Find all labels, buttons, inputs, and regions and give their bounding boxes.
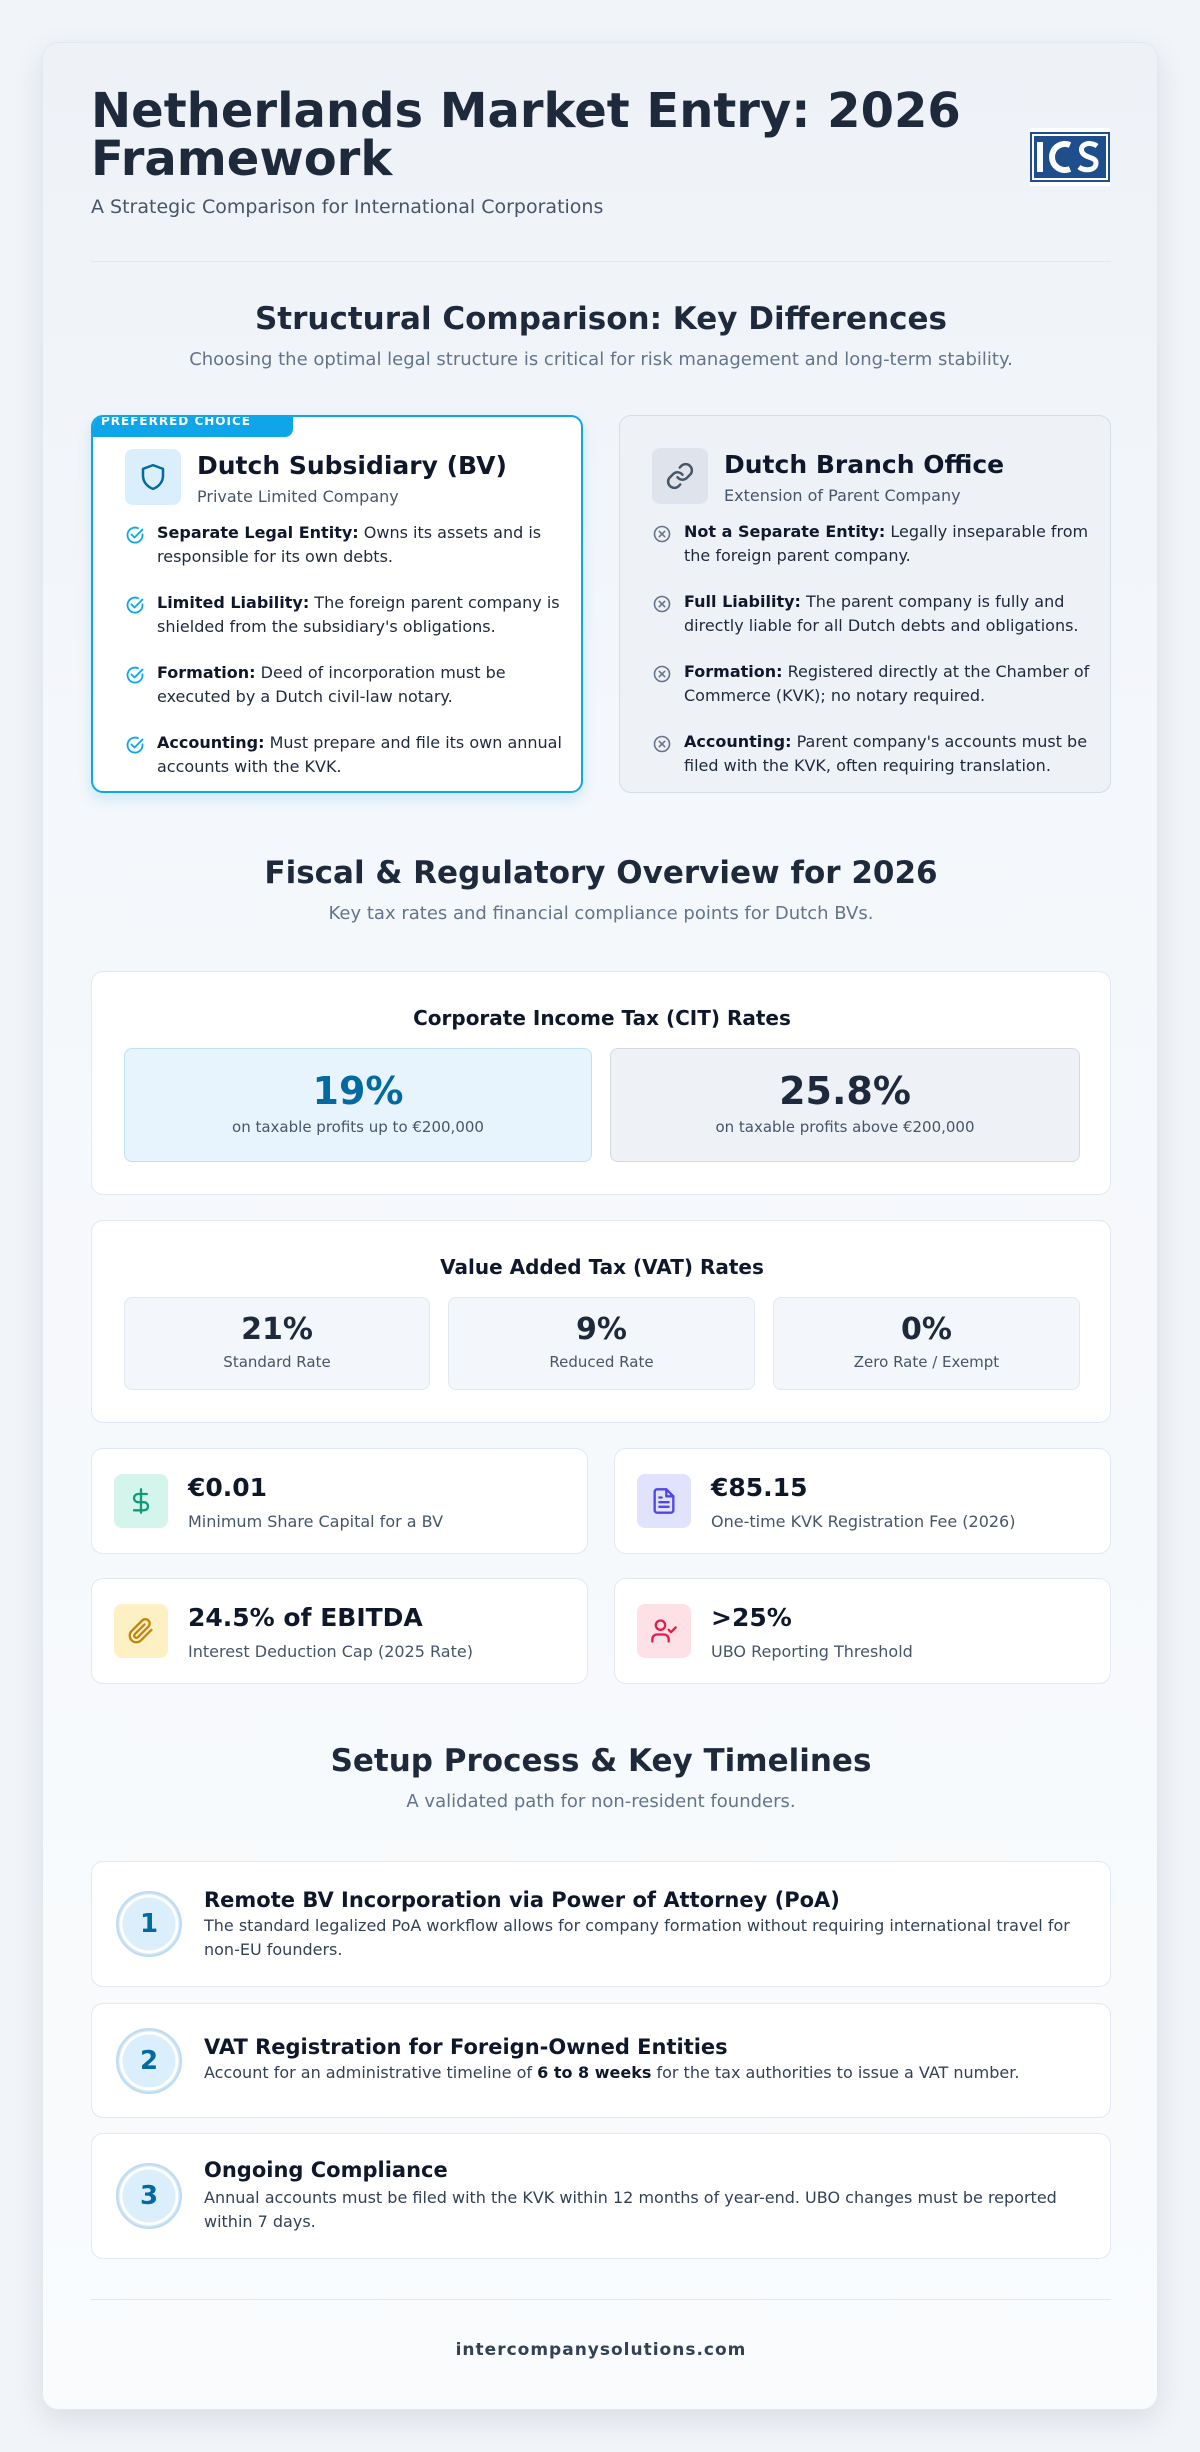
preferred-choice-badge: PREFERRED CHOICE [93, 417, 293, 437]
header-divider [91, 261, 1111, 262]
stat-value: €0.01 [188, 1473, 268, 1502]
document-icon [637, 1474, 691, 1528]
infographic-page: Netherlands Market Entry: 2026 Framework… [42, 42, 1158, 2410]
step-description: Account for an administrative timeline o… [204, 2063, 1020, 2082]
branch-subtitle: Extension of Parent Company [724, 486, 961, 505]
list-item: Formation: Registered directly at the Ch… [652, 660, 1092, 708]
check-circle-icon [126, 596, 144, 614]
step-card-1: 1 Remote BV Incorporation via Power of A… [91, 1861, 1111, 1987]
subsidiary-title: Dutch Subsidiary (BV) [197, 451, 507, 480]
list-item: Limited Liability: The foreign parent co… [125, 591, 565, 639]
structural-subtitle: Choosing the optimal legal structure is … [189, 349, 1013, 370]
paperclip-icon [114, 1604, 168, 1658]
branch-features: Not a Separate Entity: Legally inseparab… [652, 520, 1092, 800]
step-number: 3 [116, 2163, 182, 2229]
shield-icon [125, 449, 181, 505]
cit-title: Corporate Income Tax (CIT) Rates [413, 1006, 791, 1030]
ics-logo [1030, 128, 1110, 186]
list-item: Full Liability: The parent company is fu… [652, 590, 1092, 638]
stat-ubo-threshold: >25% UBO Reporting Threshold [614, 1578, 1111, 1684]
cit-panel: Corporate Income Tax (CIT) Rates 19% on … [91, 971, 1111, 1195]
step-card-2: 2 VAT Registration for Foreign-Owned Ent… [91, 2003, 1111, 2118]
cit-rate-high: 25.8% on taxable profits above €200,000 [610, 1048, 1080, 1162]
step-title: Remote BV Incorporation via Power of Att… [204, 1888, 840, 1912]
cit-rate-low: 19% on taxable profits up to €200,000 [124, 1048, 592, 1162]
link-icon [652, 448, 708, 504]
stat-label: Interest Deduction Cap (2025 Rate) [188, 1642, 473, 1661]
check-circle-icon [126, 666, 144, 684]
footer-divider [91, 2299, 1111, 2300]
step-card-3: 3 Ongoing Compliance Annual accounts mus… [91, 2133, 1111, 2259]
vat-panel: Value Added Tax (VAT) Rates 21% Standard… [91, 1220, 1111, 1423]
x-circle-icon [653, 595, 671, 613]
check-circle-icon [126, 736, 144, 754]
list-item: Accounting: Must prepare and file its ow… [125, 731, 565, 779]
footer-site-link[interactable]: intercompanysolutions.com [455, 2340, 747, 2360]
process-title: Setup Process & Key Timelines [330, 1743, 872, 1779]
stat-label: Minimum Share Capital for a BV [188, 1512, 444, 1531]
step-title: Ongoing Compliance [204, 2158, 448, 2182]
process-subtitle: A validated path for non-resident founde… [406, 1791, 796, 1812]
vat-zero-rate: 0% Zero Rate / Exempt [773, 1297, 1080, 1390]
step-number: 2 [116, 2028, 182, 2094]
stat-label: UBO Reporting Threshold [711, 1642, 913, 1661]
fiscal-title: Fiscal & Regulatory Overview for 2026 [264, 855, 938, 891]
subsidiary-subtitle: Private Limited Company [197, 487, 399, 506]
stat-share-capital: €0.01 Minimum Share Capital for a BV [91, 1448, 588, 1554]
stat-label: One-time KVK Registration Fee (2026) [711, 1512, 1016, 1531]
branch-title: Dutch Branch Office [724, 450, 1005, 479]
branch-card: Dutch Branch Office Extension of Parent … [619, 415, 1111, 793]
x-circle-icon [653, 735, 671, 753]
list-item: Accounting: Parent company's accounts mu… [652, 730, 1092, 778]
x-circle-icon [653, 665, 671, 683]
user-check-icon [637, 1604, 691, 1658]
vat-reduced-rate: 9% Reduced Rate [448, 1297, 755, 1390]
structural-title: Structural Comparison: Key Differences [254, 301, 947, 337]
list-item: Not a Separate Entity: Legally inseparab… [652, 520, 1092, 568]
stat-value: 24.5% of EBITDA [188, 1603, 423, 1632]
vat-standard-rate: 21% Standard Rate [124, 1297, 430, 1390]
x-circle-icon [653, 525, 671, 543]
step-title: VAT Registration for Foreign-Owned Entit… [204, 2035, 728, 2059]
stat-value: €85.15 [711, 1473, 808, 1502]
page-title: Netherlands Market Entry: 2026 Framework [91, 83, 961, 187]
stat-value: >25% [711, 1603, 792, 1632]
list-item: Formation: Deed of incorporation must be… [125, 661, 565, 709]
step-description: Annual accounts must be filed with the K… [204, 2188, 1057, 2231]
check-circle-icon [126, 526, 144, 544]
fiscal-subtitle: Key tax rates and financial compliance p… [328, 903, 874, 924]
stat-registration-fee: €85.15 One-time KVK Registration Fee (20… [614, 1448, 1111, 1554]
dollar-icon [114, 1474, 168, 1528]
stat-interest-cap: 24.5% of EBITDA Interest Deduction Cap (… [91, 1578, 588, 1684]
vat-title: Value Added Tax (VAT) Rates [440, 1255, 764, 1279]
subsidiary-card: PREFERRED CHOICE Dutch Subsidiary (BV) P… [91, 415, 583, 793]
subsidiary-features: Separate Legal Entity: Owns its assets a… [125, 521, 565, 791]
page-subtitle: A Strategic Comparison for International… [91, 196, 604, 218]
step-number: 1 [116, 1891, 182, 1957]
list-item: Separate Legal Entity: Owns its assets a… [125, 521, 565, 569]
step-description: The standard legalized PoA workflow allo… [204, 1916, 1070, 1959]
